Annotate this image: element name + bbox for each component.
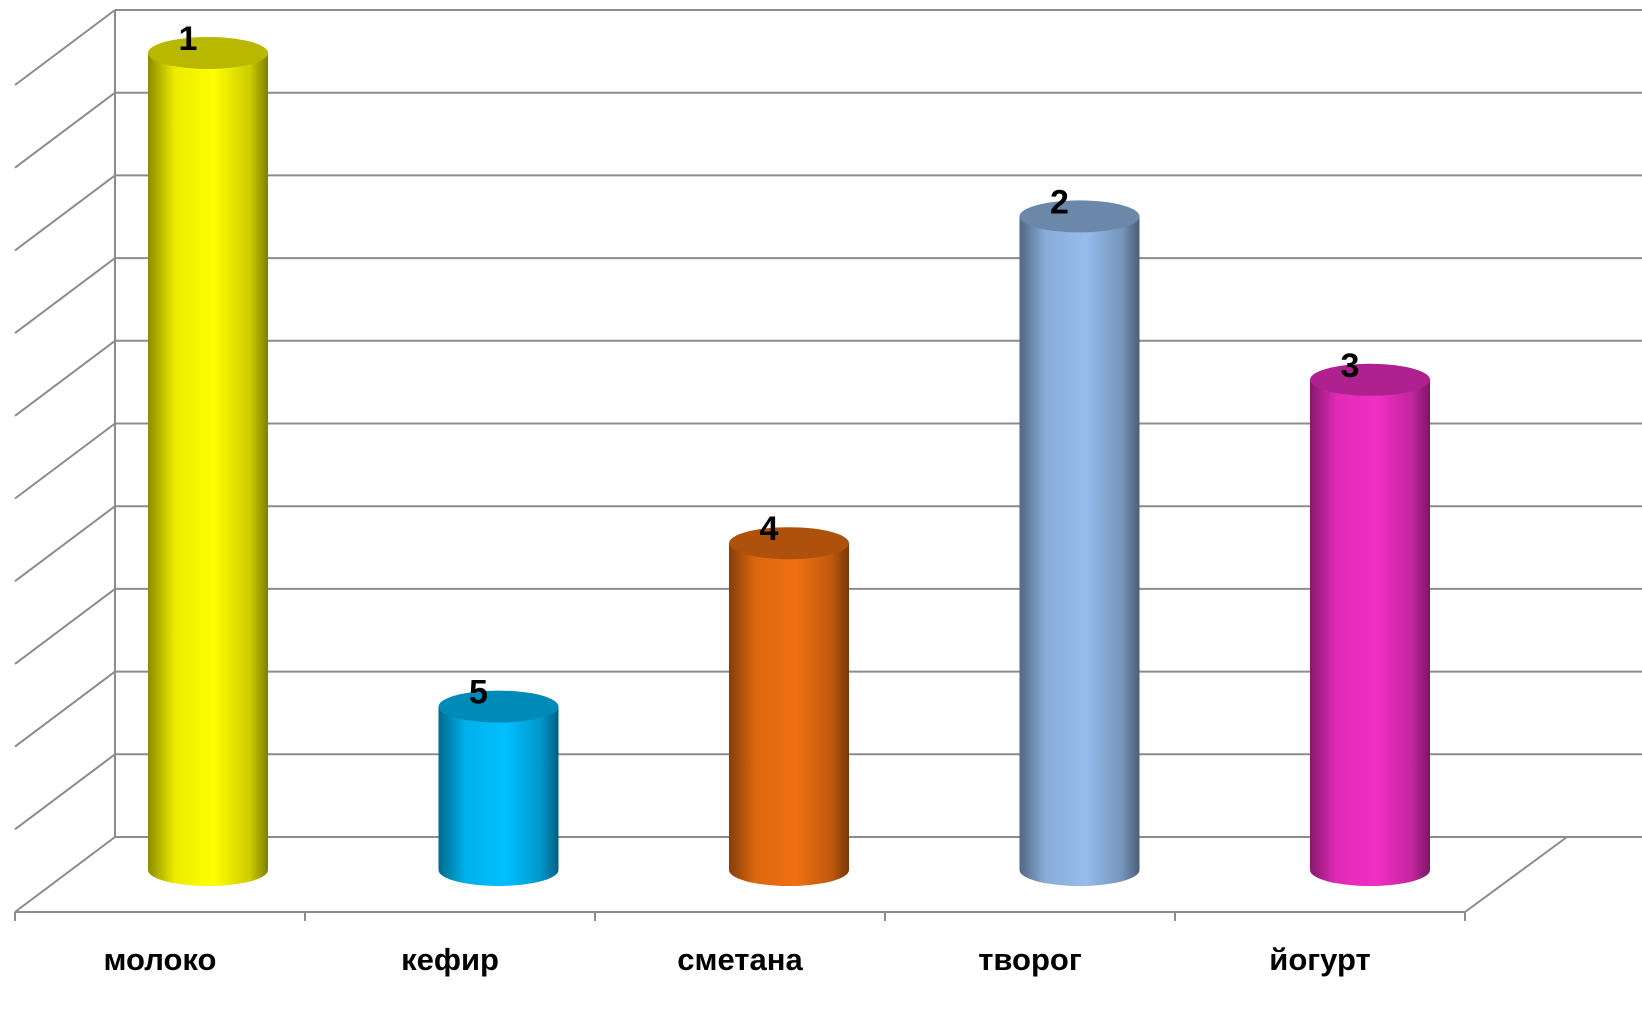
category-label: сметана — [677, 942, 803, 977]
data-label: 2 — [1050, 183, 1069, 221]
gridline-side — [14, 422, 116, 500]
bar-body — [1310, 379, 1430, 886]
data-label: 3 — [1341, 347, 1360, 385]
bar-body — [148, 53, 268, 886]
bar-5 — [1310, 363, 1430, 886]
gridlines — [14, 9, 1642, 913]
data-label: 1 — [179, 20, 198, 58]
bar-top — [729, 527, 849, 560]
gridline-side — [14, 588, 116, 665]
category-label: творог — [978, 942, 1082, 977]
floor-right-edge — [1464, 836, 1568, 913]
bar-body — [438, 706, 559, 886]
gridline-side — [14, 836, 116, 913]
bar-4 — [1019, 200, 1140, 886]
gridline-side — [14, 670, 116, 748]
category-label: кефир — [401, 942, 499, 977]
bar-top — [1019, 200, 1140, 233]
bar-body — [729, 543, 849, 886]
bar-1 — [148, 37, 268, 886]
gridline-side — [14, 174, 116, 252]
bar-top — [1310, 363, 1430, 396]
gridline-side — [14, 9, 116, 86]
chart-floor — [14, 836, 1568, 921]
category-axis-labels: молоко кефир сметана творог йогурт — [104, 942, 1371, 977]
gridline-side — [14, 257, 116, 334]
bar-2 — [438, 690, 559, 886]
data-labels: 1 5 4 2 3 — [179, 20, 1360, 712]
category-label: молоко — [104, 942, 217, 977]
bar-body — [1019, 216, 1140, 886]
gridline-side — [14, 753, 116, 831]
data-label: 5 — [469, 674, 488, 712]
data-label: 4 — [760, 510, 779, 548]
category-label: йогурт — [1269, 942, 1370, 977]
gridline-side — [14, 91, 116, 169]
bar-top — [148, 37, 268, 69]
bar-top — [438, 690, 559, 723]
gridline-side — [14, 505, 116, 583]
bars — [148, 37, 1430, 886]
bar-3 — [729, 527, 849, 886]
gridline-side — [14, 339, 116, 417]
